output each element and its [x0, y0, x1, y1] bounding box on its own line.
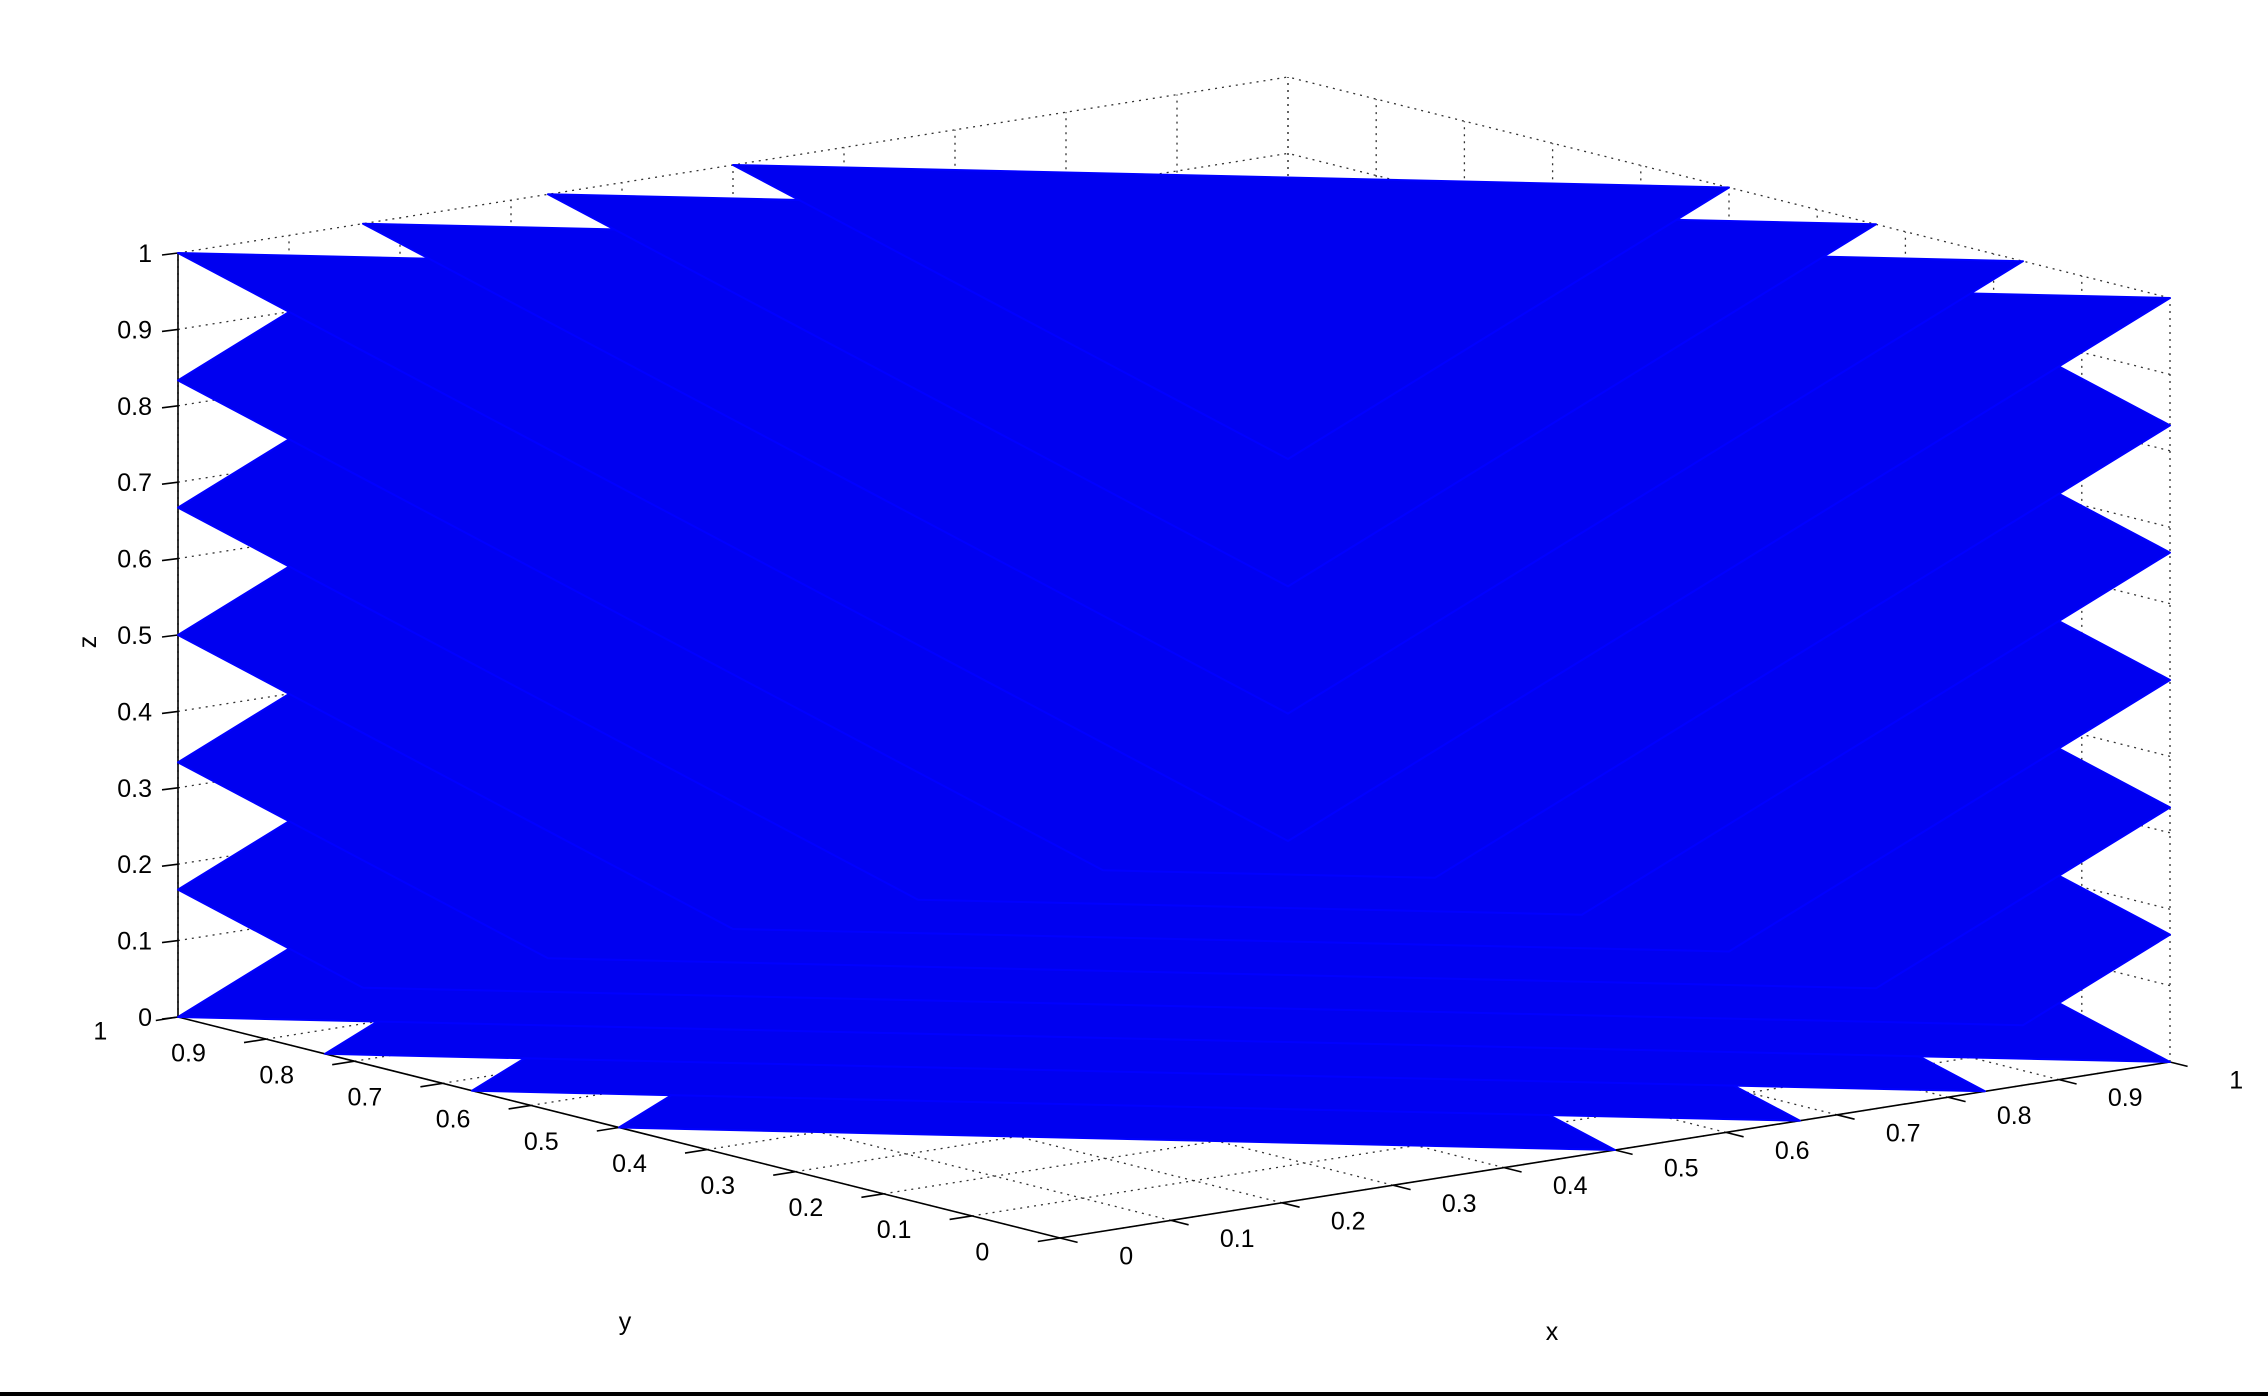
- y-tick-label: 0.8: [259, 1062, 294, 1090]
- z-tick: [161, 939, 179, 944]
- y-tick: [773, 1170, 796, 1176]
- x-tick-label: 0.3: [1442, 1190, 1477, 1218]
- x-tick-label: 0.1: [1220, 1225, 1255, 1253]
- z-tick-label: 1: [138, 240, 152, 268]
- z-tick-label: 0: [138, 1004, 152, 1032]
- y-tick-label: 0.1: [877, 1216, 912, 1244]
- z-axis-label: z: [74, 636, 102, 649]
- y-tick-label: 0.2: [789, 1194, 824, 1222]
- y-tick: [861, 1193, 884, 1199]
- x-tick: [1836, 1114, 1855, 1120]
- z-tick: [161, 787, 179, 791]
- y-tick-label: 0.7: [348, 1084, 383, 1112]
- y-tick: [1037, 1237, 1061, 1243]
- z-tick: [161, 710, 179, 715]
- x-tick: [1725, 1131, 1744, 1138]
- z-tick-label: 0.8: [117, 393, 152, 421]
- x-tick-label: 0.7: [1886, 1119, 1921, 1147]
- x-tick-label: 0.9: [2108, 1084, 2143, 1112]
- y-tick-label: 0: [975, 1238, 989, 1266]
- y-tick: [332, 1060, 355, 1066]
- x-tick: [2058, 1078, 2077, 1085]
- y-tick: [684, 1148, 708, 1154]
- x-tick-label: 0: [1119, 1243, 1133, 1271]
- z-tick: [161, 481, 179, 485]
- y-tick: [420, 1082, 443, 1088]
- y-tick-label: 0.3: [700, 1172, 735, 1200]
- z-tick-label: 0.5: [117, 622, 152, 650]
- wall-grid-line: [1287, 76, 2171, 299]
- figure-bottom-border: [0, 1392, 2268, 1396]
- x-tick: [1614, 1149, 1633, 1156]
- y-tick: [596, 1126, 620, 1132]
- x-tick: [1947, 1096, 1966, 1103]
- z-tick: [161, 252, 179, 256]
- x-tick: [2169, 1061, 2188, 1068]
- y-tick-label: 0.6: [436, 1106, 471, 1134]
- x-tick-label: 0.8: [1997, 1102, 2032, 1130]
- z-tick-label: 0.3: [117, 775, 152, 803]
- data-points: [177, 164, 2171, 1151]
- y-tick: [243, 1038, 267, 1044]
- z-tick: [161, 405, 179, 409]
- y-tick: [949, 1215, 972, 1221]
- tick-labels: 0 0.1 0.2 0.3 0.4 0.5 0.6 0.7 0.8 0.9 1 0 0.1 0.2 0.3 0…: [93, 240, 2243, 1271]
- z-tick-label: 0.2: [117, 851, 152, 879]
- z-tick-label: 0.4: [117, 698, 152, 726]
- z-tick: [161, 634, 179, 638]
- x-tick-label: 0.6: [1775, 1137, 1810, 1165]
- x-tick: [1170, 1219, 1189, 1226]
- y-tick-label: 0.9: [171, 1039, 206, 1067]
- y-tick-label: 0.5: [524, 1128, 559, 1156]
- z-tick: [161, 557, 179, 562]
- x-tick: [1392, 1184, 1411, 1191]
- z-tick: [161, 863, 179, 867]
- x-tick: [1503, 1166, 1522, 1173]
- z-tick-label: 0.7: [117, 469, 152, 497]
- z-tick: [161, 328, 179, 333]
- z-tick: [161, 1016, 179, 1020]
- z-tick-label: 0.9: [117, 316, 152, 344]
- x-tick: [1059, 1237, 1078, 1244]
- y-tick-label: 1: [93, 1017, 107, 1045]
- x-tick: [1281, 1202, 1300, 1208]
- x-tick-label: 0.2: [1331, 1207, 1366, 1235]
- y-tick: [508, 1104, 531, 1110]
- x-tick-label: 1: [2229, 1067, 2243, 1095]
- z-tick-label: 0.1: [117, 928, 152, 956]
- y-tick-label: 0.4: [612, 1150, 647, 1178]
- y-axis-label: y: [619, 1308, 632, 1336]
- z-tick-label: 0.6: [117, 546, 152, 574]
- point-cloud-plane-13: [732, 164, 1730, 460]
- x-tick-label: 0.4: [1553, 1172, 1588, 1200]
- x-axis-label: x: [1546, 1318, 1559, 1346]
- x-tick-label: 0.5: [1664, 1155, 1699, 1183]
